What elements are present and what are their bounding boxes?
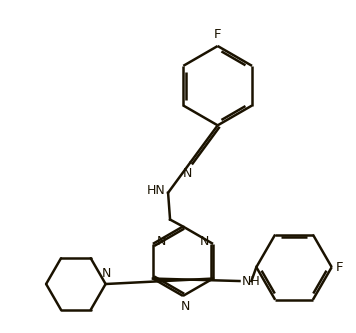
Text: F: F bbox=[336, 261, 343, 274]
Text: N: N bbox=[183, 167, 193, 180]
Text: N: N bbox=[157, 235, 166, 248]
Text: HN: HN bbox=[146, 184, 165, 197]
Text: N: N bbox=[102, 267, 111, 280]
Text: N: N bbox=[200, 235, 209, 248]
Text: F: F bbox=[214, 28, 221, 41]
Text: NH: NH bbox=[241, 274, 260, 287]
Text: N: N bbox=[180, 300, 190, 313]
